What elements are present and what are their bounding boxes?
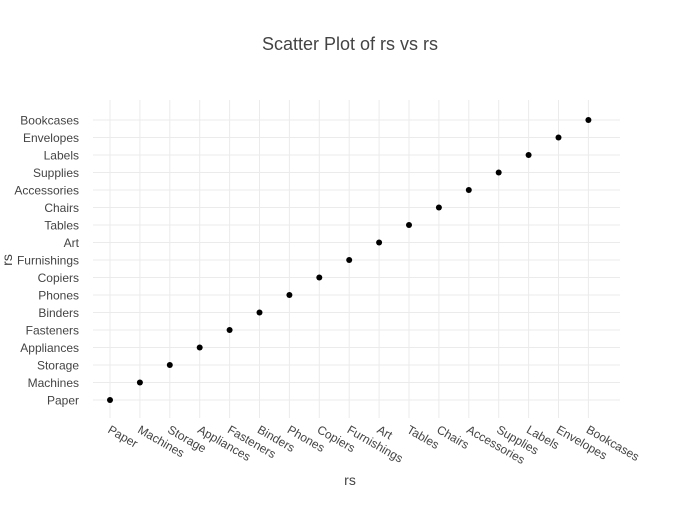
y-tick-label: Chairs bbox=[44, 201, 79, 215]
data-points bbox=[107, 117, 592, 403]
data-point bbox=[136, 379, 143, 386]
data-point bbox=[406, 222, 412, 228]
y-tick-label: Furnishings bbox=[17, 254, 79, 268]
data-point bbox=[226, 327, 233, 333]
y-tick-label: Labels bbox=[44, 149, 79, 163]
x-axis-ticks: PaperMachinesStorageAppliancesFastenersB… bbox=[106, 422, 642, 466]
y-tick-label: Tables bbox=[44, 219, 79, 233]
x-tick-label: Art bbox=[375, 422, 396, 442]
y-tick-label: Appliances bbox=[20, 341, 79, 355]
data-point bbox=[166, 362, 173, 368]
data-point bbox=[555, 134, 562, 141]
data-point bbox=[346, 257, 353, 263]
y-tick-label: Bookcases bbox=[20, 114, 79, 128]
y-tick-label: Copiers bbox=[38, 271, 79, 285]
x-tick-label: Tables bbox=[405, 422, 442, 451]
y-tick-label: Art bbox=[64, 236, 80, 250]
y-axis-label: rs bbox=[0, 254, 15, 266]
y-tick-label: Accessories bbox=[14, 184, 79, 198]
y-tick-label: Storage bbox=[37, 359, 79, 373]
y-tick-label: Paper bbox=[47, 394, 79, 408]
y-tick-label: Machines bbox=[28, 376, 79, 390]
data-point bbox=[376, 239, 383, 246]
data-point bbox=[196, 344, 203, 351]
data-point bbox=[256, 309, 263, 316]
x-axis-label: rs bbox=[344, 472, 356, 488]
data-point bbox=[465, 187, 472, 193]
gridlines bbox=[93, 100, 620, 418]
data-point bbox=[525, 152, 532, 158]
data-point bbox=[286, 292, 293, 298]
chart-title: Scatter Plot of rs vs rs bbox=[262, 34, 438, 54]
data-point bbox=[107, 397, 113, 403]
y-tick-label: Phones bbox=[38, 289, 79, 303]
y-tick-label: Fasteners bbox=[26, 324, 79, 338]
data-point bbox=[495, 169, 502, 176]
y-tick-label: Binders bbox=[38, 306, 79, 320]
x-tick-label: Paper bbox=[106, 422, 141, 450]
data-point bbox=[316, 274, 323, 281]
y-tick-label: Supplies bbox=[33, 166, 79, 180]
data-point bbox=[435, 204, 442, 211]
data-point bbox=[585, 117, 592, 123]
y-tick-label: Envelopes bbox=[23, 131, 79, 145]
x-tick-label: Chairs bbox=[434, 422, 471, 451]
y-axis-ticks: Paper Machines Storage Appliances Fasteners B… bbox=[14, 114, 79, 408]
